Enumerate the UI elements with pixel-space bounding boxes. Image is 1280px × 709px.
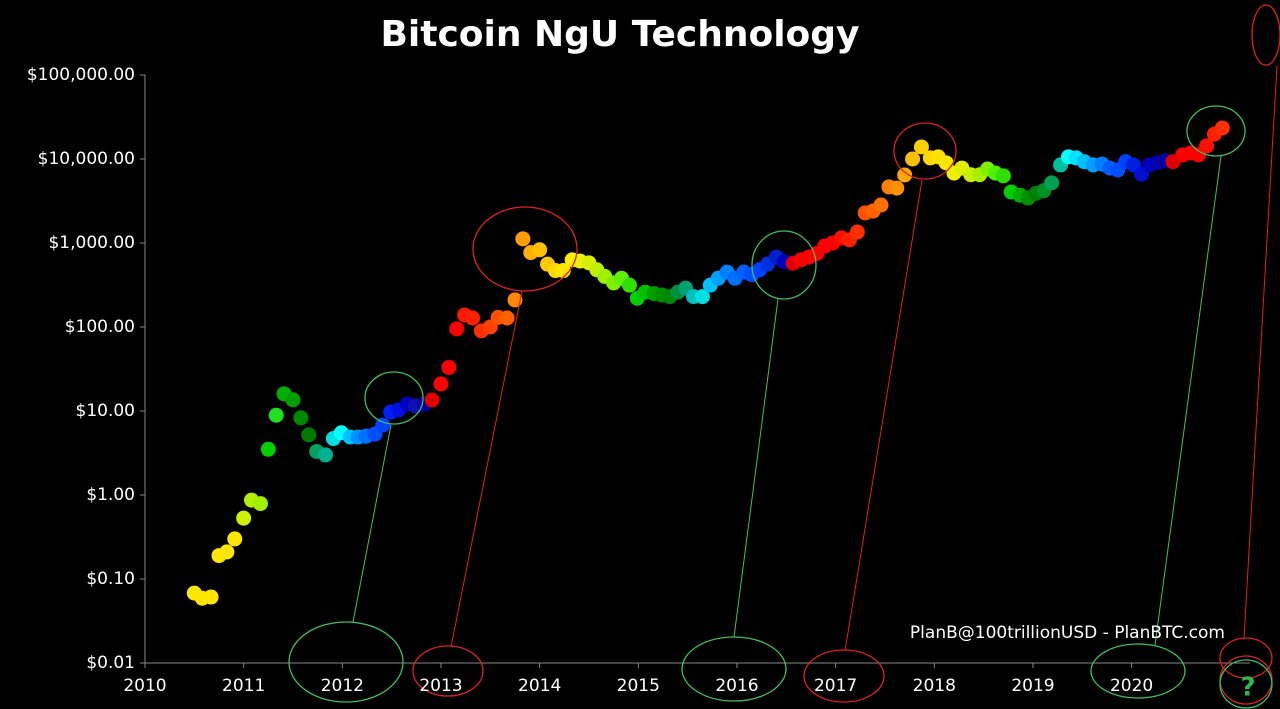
price-dot [1214, 120, 1230, 136]
y-tick-label: $10,000.00 [38, 149, 135, 169]
x-tick-label: 2012 [321, 676, 364, 696]
watermark: PlanB@100trillionUSD - PlanBTC.com [910, 623, 1225, 643]
y-tick-label: $1,000.00 [48, 233, 135, 253]
highlight-ellipse [893, 122, 957, 180]
highlight-ellipse [1186, 105, 1246, 157]
x-tick-label: 2020 [1110, 676, 1153, 696]
halving-ellipse [412, 645, 484, 697]
connector [844, 179, 923, 652]
x-tick-label: 2015 [617, 676, 660, 696]
price-dot [1199, 138, 1215, 154]
connector [352, 424, 392, 623]
price-dot [227, 531, 243, 547]
price-dot [913, 139, 929, 155]
price-dot [621, 277, 637, 293]
price-dot [873, 197, 889, 213]
price-dot [897, 167, 913, 183]
price-dot [849, 224, 865, 240]
price-dot [301, 427, 317, 443]
halving-ellipse [1219, 637, 1273, 679]
plot-area [186, 120, 1230, 606]
price-dot [293, 410, 309, 426]
highlight-ellipse [472, 206, 578, 292]
connector [1154, 155, 1222, 646]
price-dot [694, 289, 710, 305]
price-dot [905, 151, 921, 167]
halving-ellipse [803, 649, 885, 703]
price-dot [995, 168, 1011, 184]
halving-ellipse [288, 621, 404, 703]
y-tick-label: $10.00 [76, 401, 135, 421]
price-dot [433, 376, 449, 392]
y-tick-label: $0.01 [86, 653, 135, 673]
highlight-ellipse [1251, 4, 1280, 66]
question-mark: ? [1240, 673, 1255, 703]
price-dot [260, 441, 276, 457]
halving-ellipse [1090, 643, 1186, 699]
x-tick-label: 2013 [419, 676, 462, 696]
price-dot [465, 310, 481, 326]
x-tick-label: 2010 [123, 676, 166, 696]
highlight-ellipse [364, 371, 424, 425]
connector [733, 298, 779, 638]
price-dot [1044, 175, 1060, 191]
price-dot [285, 392, 301, 408]
x-tick-label: 2018 [913, 676, 956, 696]
price-dot [507, 292, 523, 308]
annotation-overlays [288, 4, 1280, 709]
y-tick-label: $1.00 [86, 485, 135, 505]
chart-title: Bitcoin NgU Technology [380, 14, 859, 55]
price-dot [515, 231, 531, 247]
price-dot [268, 407, 284, 423]
connector [450, 290, 523, 648]
y-tick-label: $0.10 [86, 569, 135, 589]
price-dot [938, 155, 954, 171]
price-dot [203, 589, 219, 605]
price-dot [889, 180, 905, 196]
price-dot [219, 544, 235, 560]
x-tick-label: 2011 [222, 676, 265, 696]
price-dot [424, 392, 440, 408]
price-dot [441, 359, 457, 375]
halving-ellipse [1219, 659, 1273, 709]
x-tick-label: 2017 [814, 676, 857, 696]
price-dot [449, 321, 465, 337]
price-dot [375, 417, 391, 433]
highlight-ellipse [751, 230, 817, 300]
x-tick-label: 2019 [1011, 676, 1054, 696]
price-dot [499, 310, 515, 326]
price-dot [252, 496, 268, 512]
connector [1243, 65, 1278, 639]
price-dot [236, 510, 252, 526]
price-dot [532, 242, 548, 258]
y-tick-label: $100.00 [65, 317, 135, 337]
y-tick-label: $100,000.00 [27, 65, 135, 85]
x-tick-label: 2016 [715, 676, 758, 696]
price-dot [318, 447, 334, 463]
x-tick-label: 2014 [518, 676, 561, 696]
